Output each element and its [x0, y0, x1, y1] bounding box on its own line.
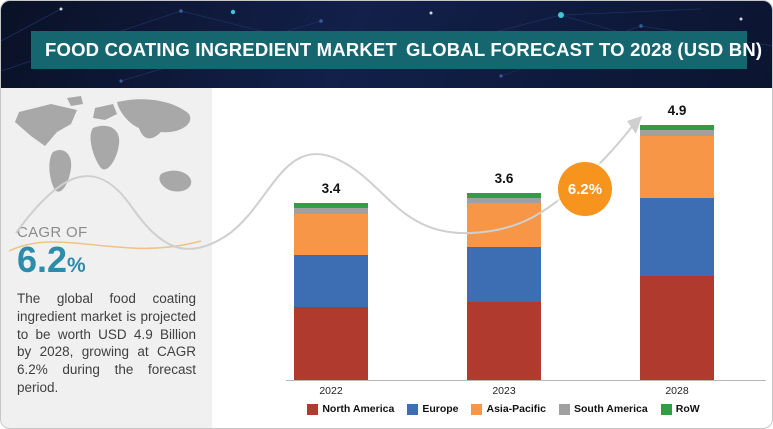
- legend-label: Asia-Pacific: [486, 403, 547, 415]
- x-axis-label: 2023: [492, 385, 516, 397]
- bar-segment-north-america: [294, 307, 368, 380]
- cagr-percent-sign: %: [67, 254, 86, 277]
- bar-segment-europe: [467, 247, 541, 302]
- legend-label: North America: [322, 403, 395, 415]
- legend-item: RoW: [660, 403, 700, 415]
- bar-column: 3.4: [294, 181, 368, 380]
- legend-item: North America: [307, 403, 394, 415]
- bar-segment-north-america: [640, 276, 714, 380]
- page-title-sub: GLOBAL FORECAST TO 2028 (USD BN): [406, 39, 763, 60]
- bar-segment-asia-pacific: [467, 203, 541, 248]
- bar-segment-asia-pacific: [294, 213, 368, 256]
- legend-swatch: [471, 403, 483, 415]
- map-continent-south-america: [49, 149, 72, 192]
- map-continent-greenland: [67, 96, 83, 106]
- title-banner: FOOD COATING INGREDIENT MARKET GLOBAL FO…: [31, 31, 762, 69]
- bar-column: 4.9: [640, 103, 714, 380]
- legend-swatch: [559, 403, 571, 415]
- growth-badge: 6.2%: [558, 162, 612, 216]
- bar-total-label: 4.9: [667, 103, 687, 119]
- legend-label: South America: [574, 403, 648, 415]
- cagr-value: 6.2: [17, 239, 68, 280]
- bar-total-label: 3.6: [494, 170, 514, 186]
- legend-item: Asia-Pacific: [471, 403, 546, 415]
- legend-label: Europe: [422, 403, 459, 415]
- legend-item: South America: [559, 403, 648, 415]
- legend-swatch: [307, 403, 319, 415]
- market-description: The global food coating ingredient marke…: [17, 291, 196, 396]
- legend-swatch: [660, 403, 672, 415]
- map-continent-europe: [93, 104, 117, 120]
- bar-segment-north-america: [467, 302, 541, 380]
- map-continent-north-america: [15, 104, 77, 146]
- map-continent-asia: [117, 99, 191, 139]
- chart-area: 3.4 3.6 4.9 2022 2023 2028 North America Euro…: [241, 96, 766, 428]
- world-map: [1, 94, 212, 220]
- bar-segment-south-america: [640, 130, 714, 136]
- legend-label: RoW: [675, 403, 700, 415]
- page-title-main: FOOD COATING INGREDIENT MARKET: [45, 39, 398, 60]
- sidebar: CAGR OF 6.2% The global food coating ing…: [1, 88, 212, 428]
- world-map-svg: [15, 96, 192, 192]
- map-continent-africa: [90, 125, 120, 170]
- cagr-value-row: 6.2%: [17, 242, 196, 278]
- cagr-block: CAGR OF 6.2%: [1, 220, 212, 278]
- bar-segment-asia-pacific: [640, 135, 714, 198]
- bar-total-label: 3.4: [321, 181, 341, 197]
- legend: North America Europe Asia-Pacific South Ame…: [241, 403, 766, 415]
- x-axis-label: 2022: [319, 385, 343, 397]
- bar-column: 3.6: [467, 171, 541, 380]
- plot-area: 3.4 3.6 4.9: [286, 96, 766, 381]
- map-continents: [15, 96, 192, 192]
- legend-swatch: [407, 403, 419, 415]
- bar-segment-europe: [640, 198, 714, 276]
- map-continent-australia: [159, 170, 192, 192]
- x-axis-label: 2028: [665, 385, 689, 397]
- bar-segment-row: [640, 125, 714, 131]
- legend-item: Europe: [407, 403, 458, 415]
- bar-segment-europe: [294, 255, 368, 308]
